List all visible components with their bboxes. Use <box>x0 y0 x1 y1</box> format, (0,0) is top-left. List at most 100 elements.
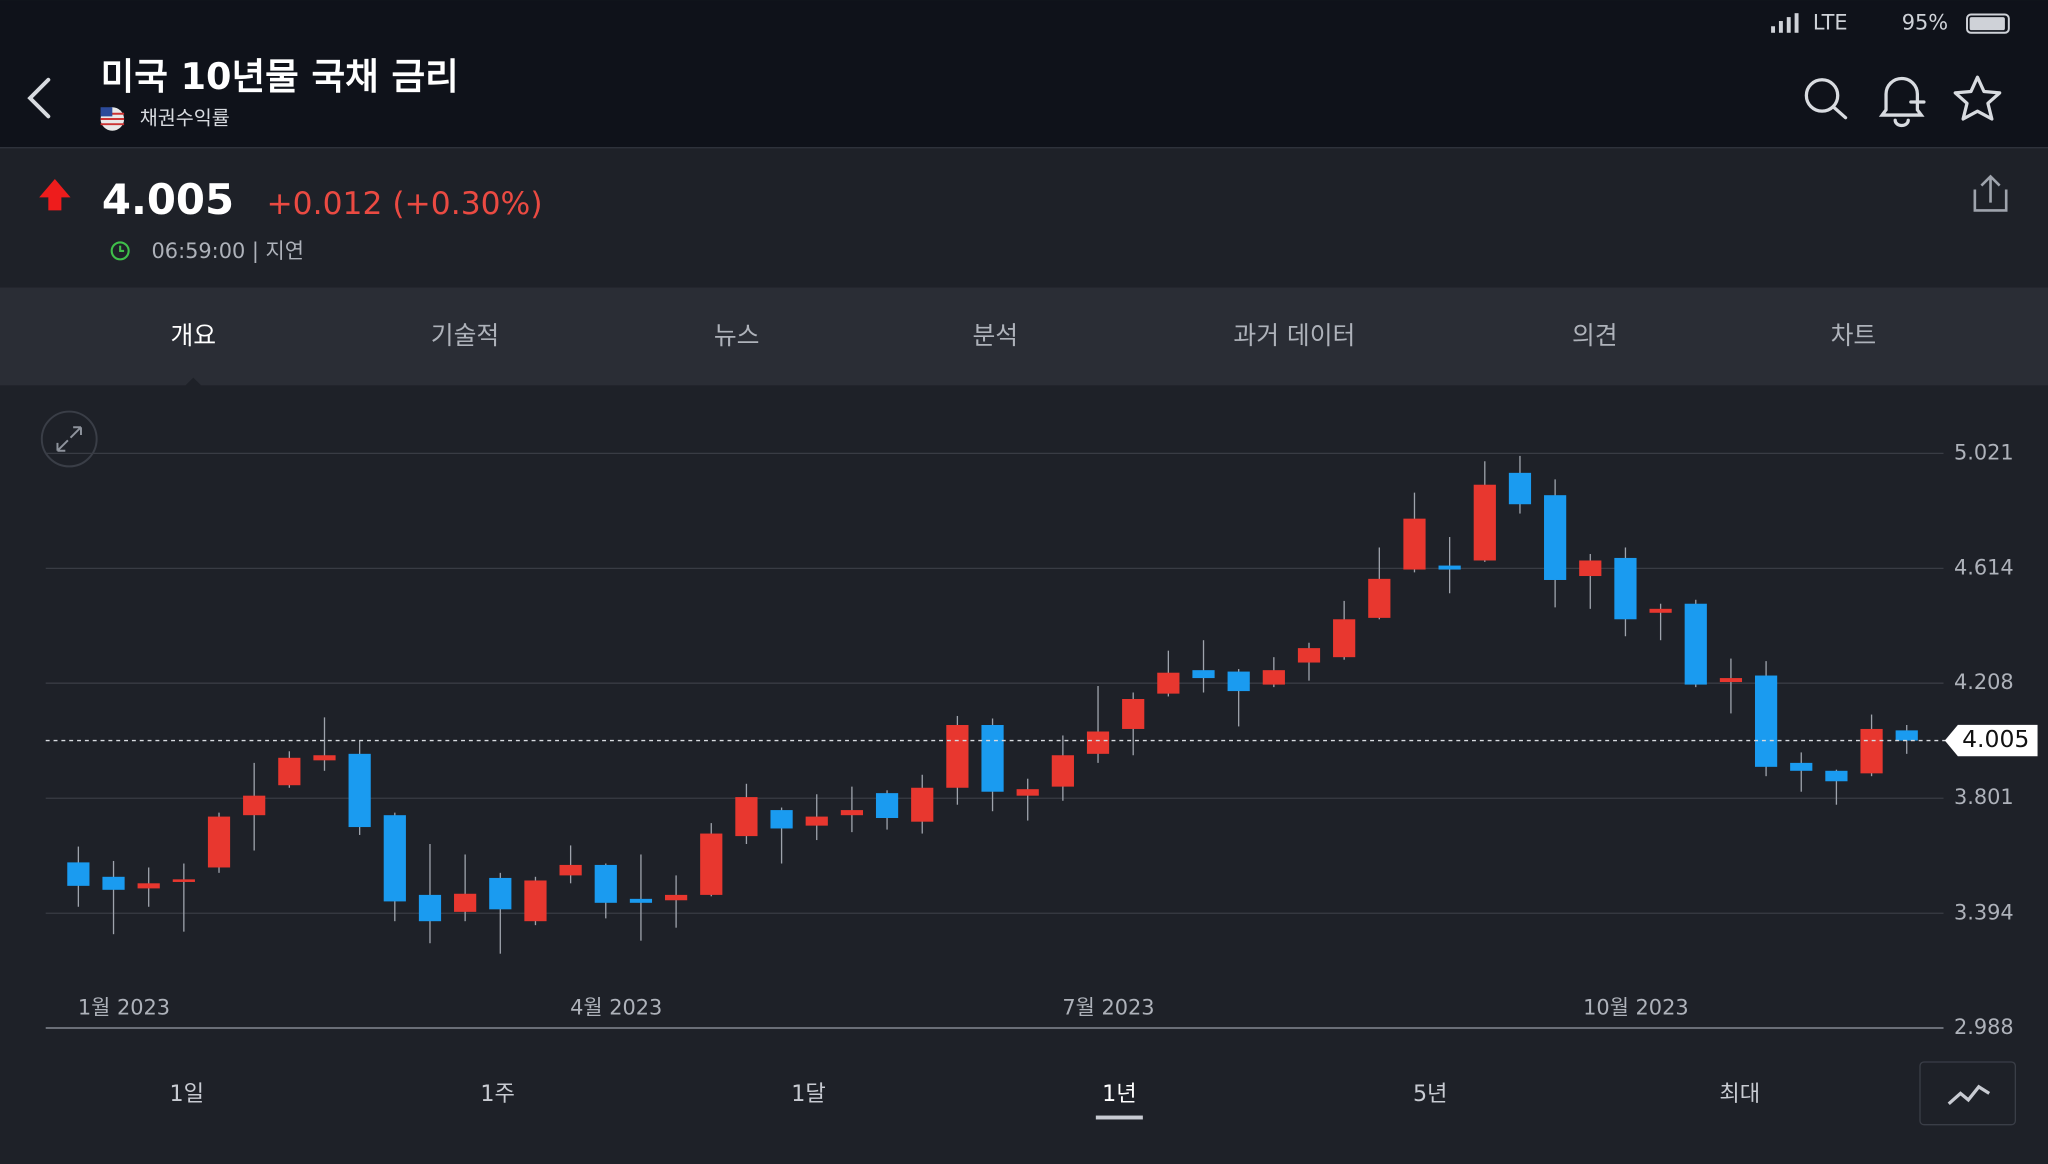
title: 미국 10년물 국채 금리 <box>101 55 459 98</box>
candle-body <box>1508 472 1532 505</box>
share-button[interactable] <box>1973 174 2008 212</box>
tab[interactable]: 과거 데이터 <box>1233 321 1355 350</box>
flag-canton <box>100 107 113 117</box>
candle-body <box>1403 518 1426 570</box>
x-tick-label: 10월 2023 <box>1583 995 1689 1019</box>
candle-body <box>102 876 125 890</box>
candle-body <box>489 877 512 910</box>
range-button[interactable]: 1일 <box>170 1081 205 1107</box>
y-tick-label: 4.614 <box>1954 555 2014 579</box>
candle-body <box>1122 698 1145 729</box>
range-button[interactable]: 1년 <box>1102 1081 1137 1107</box>
y-tick-label: 3.394 <box>1954 900 2014 924</box>
last-price-label: 4.005 <box>1962 725 2029 753</box>
tab[interactable]: 개요 <box>170 321 216 350</box>
candle-body <box>1649 608 1672 613</box>
candle-body <box>348 753 371 828</box>
candle-body <box>1157 672 1180 694</box>
candle-body <box>946 725 969 788</box>
tab[interactable]: 분석 <box>972 321 1018 350</box>
clock-icon <box>110 241 130 261</box>
candle-body <box>1297 648 1321 663</box>
candle-body <box>137 883 160 889</box>
candle-body <box>1368 578 1391 618</box>
candle-body <box>1579 560 1602 577</box>
candle-body <box>664 894 688 901</box>
candle-body <box>1544 495 1567 580</box>
candle-body <box>1227 671 1250 692</box>
chart-type-button[interactable] <box>1919 1061 2016 1126</box>
tab[interactable]: 뉴스 <box>714 321 760 350</box>
candle-body <box>840 810 864 816</box>
candle-body <box>1719 678 1743 683</box>
subtitle: 채권수익률 <box>140 106 230 129</box>
y-tick-label: 4.208 <box>1954 670 2014 694</box>
candle-body <box>454 893 477 912</box>
candle-body <box>1684 603 1707 685</box>
candle-body <box>1192 670 1215 679</box>
battery-percent: 95% <box>1902 11 1948 35</box>
candle-body <box>1825 770 1848 782</box>
candle-body <box>911 787 934 822</box>
y-tick-label: 5.021 <box>1954 440 2014 464</box>
candle-body <box>1262 670 1285 685</box>
candle-body <box>559 864 582 876</box>
candle-body <box>1016 789 1039 796</box>
quote-panel <box>0 147 2048 288</box>
candle-body <box>981 725 1004 792</box>
tab[interactable]: 차트 <box>1831 321 1877 350</box>
range-underline <box>1095 1115 1143 1120</box>
candle-body <box>383 815 406 902</box>
candle-body <box>1614 557 1637 620</box>
candle-body <box>1473 484 1496 561</box>
range-button[interactable]: 1주 <box>480 1081 515 1107</box>
battery-icon <box>1966 13 2010 34</box>
candle-body <box>313 755 336 761</box>
expand-button[interactable] <box>40 410 98 468</box>
candle-body <box>875 793 899 819</box>
candle-body <box>629 898 653 903</box>
app-bar <box>0 0 2048 148</box>
candle-body <box>1438 565 1461 570</box>
tab[interactable]: 기술적 <box>431 321 499 350</box>
candle-body <box>805 816 828 826</box>
candle-body <box>594 864 617 903</box>
change: +0.012 (+0.30%) <box>266 186 542 222</box>
range-button[interactable]: 최대 <box>1719 1081 1760 1107</box>
candle-body <box>1754 675 1778 767</box>
range-button[interactable]: 1달 <box>791 1081 826 1107</box>
candle-body <box>700 833 723 895</box>
candle-body <box>1051 755 1074 787</box>
alert-button[interactable] <box>1878 76 1926 128</box>
search-button[interactable] <box>1804 78 1848 120</box>
candle-body <box>207 816 231 868</box>
candle-body <box>1333 619 1356 658</box>
candle-body <box>770 810 793 829</box>
back-button[interactable] <box>27 77 51 119</box>
candle-body <box>278 757 301 786</box>
candle-body <box>1860 728 1883 774</box>
x-tick-label: 4월 2023 <box>570 995 662 1019</box>
chart-panel <box>0 385 2048 1164</box>
candle-body <box>1086 731 1110 754</box>
signal-icon <box>1771 13 1799 33</box>
candle-body <box>67 862 90 886</box>
y-tick-label: 3.801 <box>1954 785 2014 809</box>
tab[interactable]: 의견 <box>1572 321 1618 350</box>
range-button[interactable]: 5년 <box>1413 1081 1448 1107</box>
tab-indicator <box>185 377 202 386</box>
candle-body <box>418 894 442 922</box>
last-price-tag <box>1944 724 2038 757</box>
expand-icon <box>56 426 82 452</box>
favorite-button[interactable] <box>1953 75 2002 121</box>
x-tick-label: 1월 2023 <box>78 995 170 1019</box>
battery-level <box>1969 17 2005 31</box>
timestamp: 06:59:00 | 지연 <box>152 239 304 264</box>
up-arrow <box>39 179 71 211</box>
candle-body <box>243 795 266 816</box>
network: LTE <box>1813 11 1848 35</box>
x-tick-label: 7월 2023 <box>1062 995 1154 1019</box>
candle-body <box>524 880 547 922</box>
